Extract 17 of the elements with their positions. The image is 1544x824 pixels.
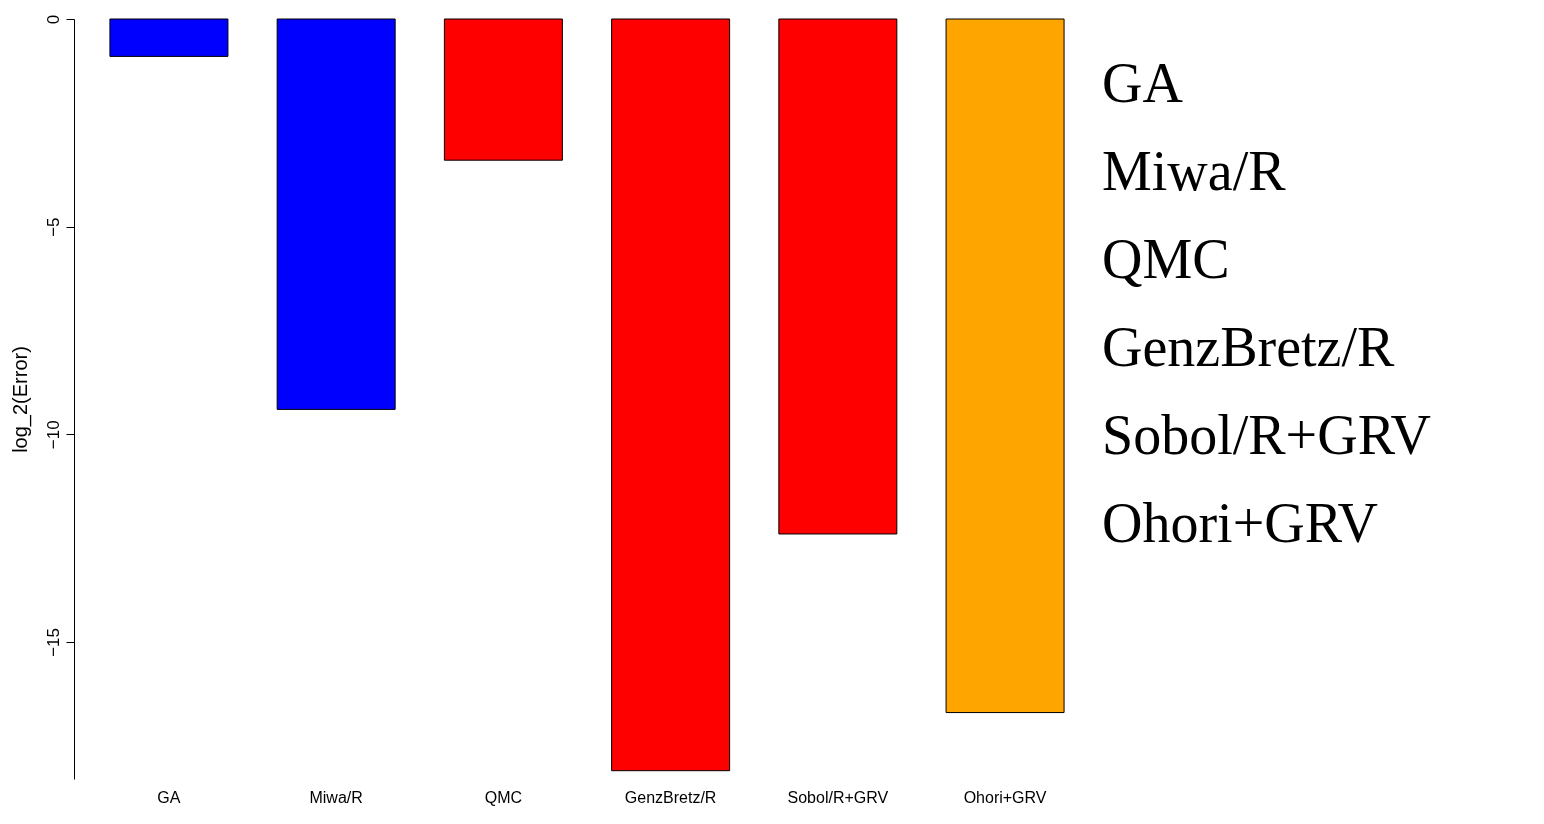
x-tick-label: Sobol/R+GRV <box>787 788 889 806</box>
text: GenzBretz/R <box>1102 316 1395 378</box>
x-tick-label: GenzBretz/R <box>624 788 717 806</box>
x-tick-label: GA <box>157 788 181 806</box>
text: GA <box>1102 52 1184 114</box>
text: Ohori+GRV <box>1102 492 1378 554</box>
y-tick-label: −10 <box>43 420 63 450</box>
x-tick-label: QMC <box>484 788 523 806</box>
text: Sobol/R+GRV <box>1102 404 1431 466</box>
y-tick-label: −15 <box>43 628 63 657</box>
x-tick-label: Miwa/R <box>309 788 363 806</box>
y-axis-title: log_2(Error) <box>8 346 32 453</box>
y-tick-label: 0 <box>43 14 63 25</box>
y-tick-label: −5 <box>43 217 63 237</box>
text: QMC <box>1102 228 1230 290</box>
text: Miwa/R <box>1102 140 1287 202</box>
x-tick-label: Ohori+GRV <box>963 788 1047 806</box>
